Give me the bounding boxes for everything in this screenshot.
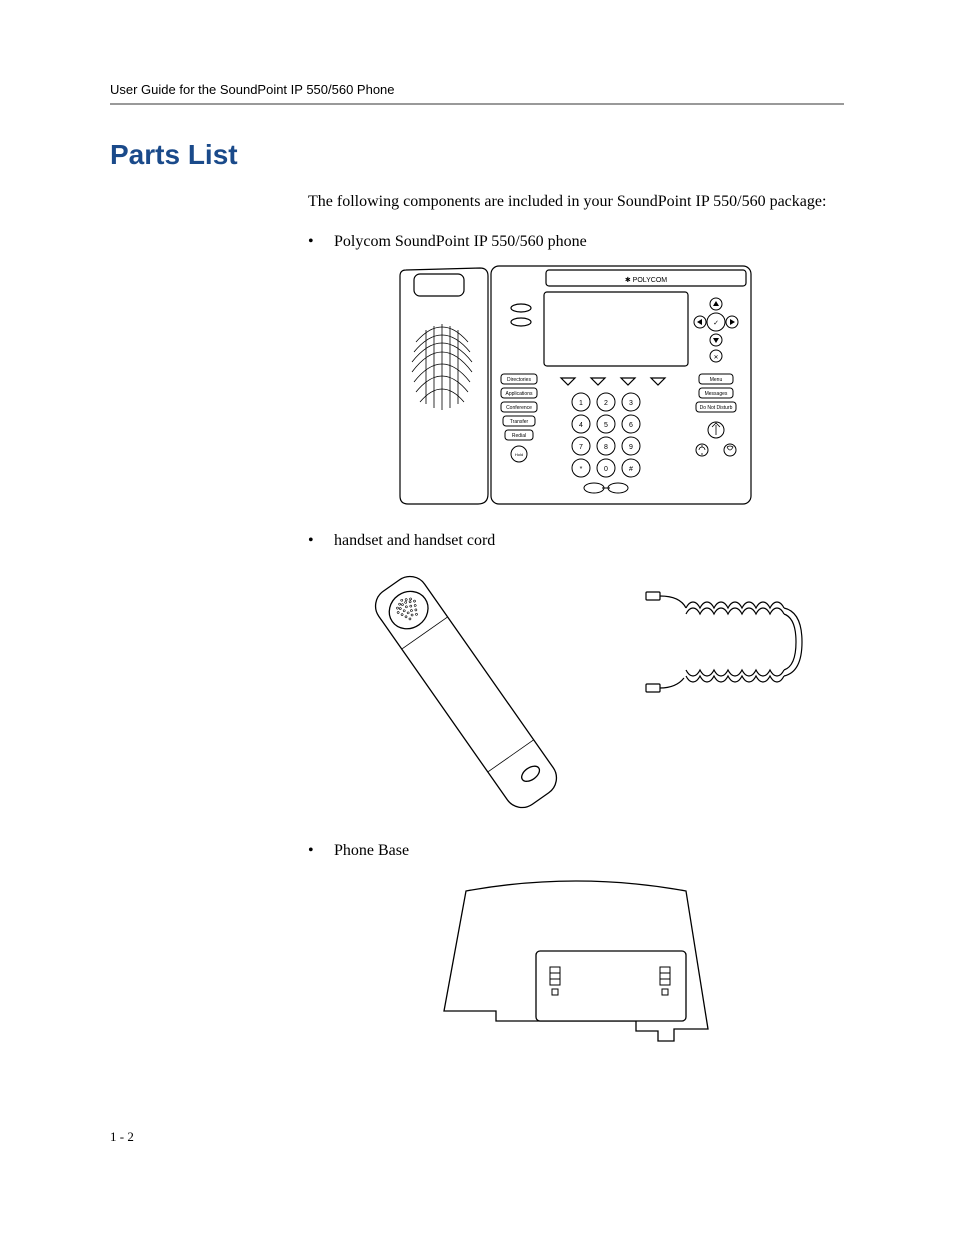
running-head: User Guide for the SoundPoint IP 550/560… [110, 82, 844, 97]
list-item: • Polycom SoundPoint IP 550/560 phone [308, 231, 844, 253]
list-item-label: Polycom SoundPoint IP 550/560 phone [334, 231, 587, 253]
svg-text:3: 3 [629, 400, 633, 407]
svg-text:6: 6 [629, 422, 633, 429]
figure-phone-base [308, 871, 844, 1051]
svg-text:2: 2 [604, 400, 608, 407]
svg-text:Transfer: Transfer [510, 419, 529, 425]
page-number: 1 - 2 [110, 1129, 134, 1145]
bullet-icon: • [308, 231, 334, 253]
svg-text:1: 1 [579, 400, 583, 407]
body-block: The following components are included in… [308, 191, 844, 1051]
figure-handset-cord [308, 562, 844, 822]
figure-phone: ✱ POLYCOM Directories [308, 262, 844, 512]
page: User Guide for the SoundPoint IP 550/560… [0, 0, 954, 1235]
handset-cord-illustration [346, 562, 806, 822]
svg-text:9: 9 [629, 444, 633, 451]
svg-text:✕: ✕ [713, 355, 718, 361]
svg-text:Hold: Hold [515, 452, 523, 457]
list-item: • handset and handset cord [308, 530, 844, 552]
phone-illustration: ✱ POLYCOM Directories [396, 262, 756, 512]
svg-text:✓: ✓ [713, 319, 719, 327]
svg-text:Menu: Menu [710, 377, 723, 383]
svg-text:Applications: Applications [506, 391, 533, 397]
intro-paragraph: The following components are included in… [308, 191, 844, 213]
svg-text:Do Not Disturb: Do Not Disturb [700, 405, 733, 411]
svg-text:7: 7 [579, 444, 583, 451]
svg-text:#: # [629, 466, 633, 473]
list-item-label: handset and handset cord [334, 530, 495, 552]
svg-text:Redial: Redial [512, 433, 526, 439]
svg-text:*: * [580, 466, 583, 473]
svg-text:5: 5 [604, 422, 608, 429]
svg-text:Directories: Directories [507, 377, 531, 383]
svg-text:✱ POLYCOM: ✱ POLYCOM [625, 276, 667, 284]
svg-text:0: 0 [604, 466, 608, 473]
list-item: • Phone Base [308, 840, 844, 862]
svg-text:Conference: Conference [506, 405, 532, 411]
section-title: Parts List [110, 139, 844, 171]
svg-text:Messages: Messages [705, 391, 728, 397]
svg-text:4: 4 [579, 422, 583, 429]
phone-base-illustration [426, 871, 726, 1051]
list-item-label: Phone Base [334, 840, 409, 862]
bullet-icon: • [308, 530, 334, 552]
bullet-icon: • [308, 840, 334, 862]
header-rule [110, 103, 844, 105]
svg-text:8: 8 [604, 444, 608, 451]
